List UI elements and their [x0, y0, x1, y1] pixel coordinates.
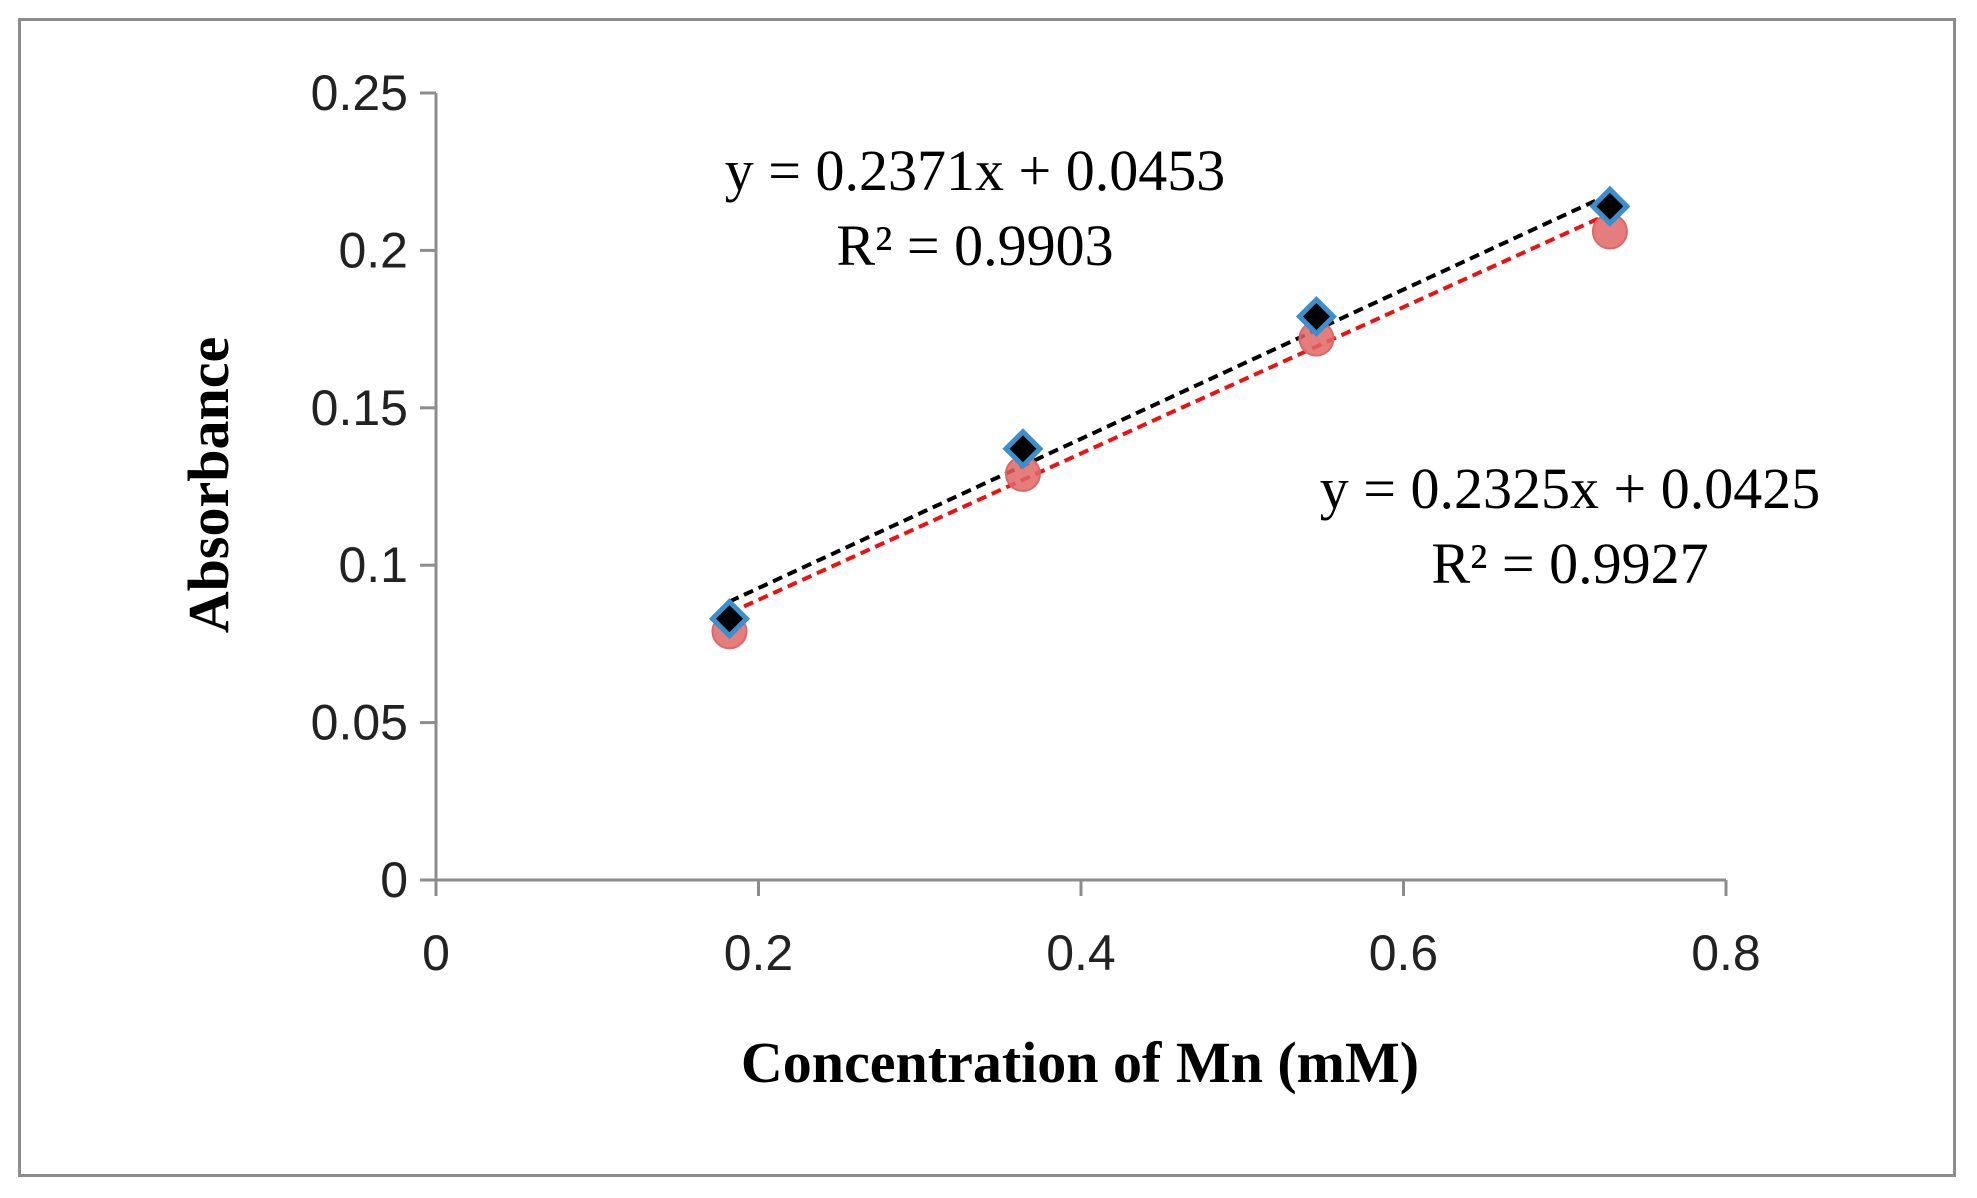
y-tick-label: 0	[380, 852, 408, 908]
y-tick-label: 0.25	[311, 65, 408, 121]
x-tick-label: 0	[422, 925, 450, 981]
x-tick-label: 0.6	[1369, 925, 1439, 981]
series-1-point	[1589, 185, 1631, 227]
series-2-r2: R² = 0.9927	[1431, 531, 1708, 596]
series-1-point	[1002, 428, 1044, 470]
series-2-trendline	[728, 211, 1611, 615]
series-1-r2: R² = 0.9903	[836, 213, 1113, 278]
axes: 0 0.05 0.1 0.15 0.2 0.25 0 0.2 0.4 0.6 0.8	[311, 65, 1761, 981]
series-1-trendline	[728, 192, 1611, 604]
x-axis-title: Concentration of Mn (mM)	[741, 1030, 1419, 1095]
series-1-point	[708, 598, 751, 640]
series-2-equation: y = 0.2325x + 0.0425	[1320, 456, 1820, 521]
labels: Concentration of Mn (mM) Absorbance y = …	[176, 138, 1820, 1095]
y-tick-label: 0.05	[311, 695, 408, 751]
y-tick-label: 0.15	[311, 380, 408, 436]
y-axis-title: Absorbance	[176, 337, 241, 633]
trendlines	[728, 192, 1611, 615]
y-tick-label: 0.1	[338, 537, 408, 593]
series-1-equation: y = 0.2371x + 0.0453	[725, 138, 1225, 203]
x-tick-label: 0.2	[724, 925, 794, 981]
x-tick-label: 0.8	[1691, 925, 1761, 981]
markers	[708, 185, 1631, 650]
y-tick-label: 0.2	[338, 222, 408, 278]
x-tick-label: 0.4	[1046, 925, 1116, 981]
chart-frame	[18, 18, 1956, 1177]
series-1-point	[1295, 295, 1337, 338]
